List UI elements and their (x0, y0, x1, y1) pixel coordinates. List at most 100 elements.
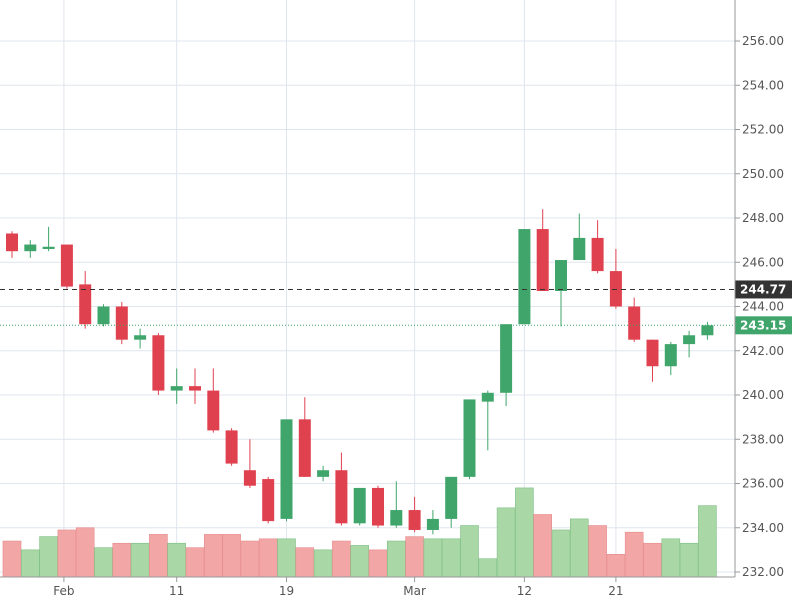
candles (6, 209, 714, 535)
price-tag-label: 244.77 (740, 282, 786, 296)
axes: 232.00 234.00 236.00 238.00 240.00 242.00 244.… (0, 0, 784, 598)
candle-body (335, 470, 348, 524)
y-tick-label: 236.00 (742, 477, 784, 491)
volume-bar (478, 558, 498, 578)
candle-body (298, 419, 311, 477)
candle-body (280, 419, 293, 519)
volume-bar (606, 553, 626, 578)
volume-bar (533, 514, 553, 578)
volume-bar (423, 538, 443, 578)
volume-bar (588, 525, 607, 578)
candle-body (42, 246, 55, 249)
volume-bar (222, 534, 241, 578)
volume-bar (515, 487, 534, 578)
candle-body (426, 518, 439, 530)
volume-bar (94, 547, 113, 578)
price-tag-label: 243.15 (740, 318, 786, 332)
candle-body (555, 260, 567, 292)
volume-bar (295, 547, 315, 578)
y-tick-label: 250.00 (742, 167, 784, 181)
price-tag (735, 280, 792, 299)
candle-body (170, 386, 183, 391)
candle-body (701, 325, 714, 336)
volume-bar (496, 507, 516, 578)
x-tick-label: 12 (517, 584, 532, 598)
x-tick-label: 11 (169, 584, 184, 598)
volume-bar (20, 549, 40, 578)
candle-body (609, 271, 622, 307)
volume-bar (57, 529, 77, 578)
volume-bar (313, 549, 333, 578)
volume-bar (39, 536, 58, 578)
volume-bar (149, 534, 168, 578)
volume-bars (2, 487, 717, 578)
y-tick-label: 240.00 (742, 388, 784, 402)
volume-bar (569, 518, 589, 578)
volume-bar (551, 529, 571, 578)
candle-body (372, 487, 384, 526)
volume-bar (277, 538, 296, 578)
volume-bar (386, 540, 406, 578)
volume-bar (112, 542, 132, 578)
volume-bar (698, 505, 717, 578)
y-tick-label: 252.00 (742, 123, 784, 137)
candle-body (481, 392, 494, 402)
price-tag (735, 316, 792, 335)
candle-body (353, 487, 366, 524)
candle-body (408, 510, 421, 530)
x-tick-label: 21 (608, 584, 623, 598)
volume-bar (130, 542, 150, 578)
candle-body (152, 335, 165, 391)
candle-body (189, 386, 201, 391)
candle-body (591, 237, 604, 272)
candle-body (646, 339, 659, 367)
candle-body (463, 399, 476, 477)
candle-body (60, 244, 73, 287)
volume-bar (368, 549, 388, 578)
volume-bar (460, 525, 479, 578)
candle-body (573, 237, 586, 261)
volume-bar (75, 527, 95, 578)
volume-bar (405, 536, 424, 578)
candle-body (445, 476, 458, 519)
y-tick-label: 248.00 (742, 211, 784, 225)
candle-body (134, 335, 147, 340)
volume-bar (240, 540, 260, 578)
y-tick-label: 246.00 (742, 255, 784, 269)
volume-bar (167, 542, 186, 578)
volume-bar (661, 538, 681, 578)
candle-body (628, 306, 641, 340)
candle-body (664, 344, 677, 367)
y-tick-label: 254.00 (742, 78, 784, 92)
volume-bar (441, 538, 461, 578)
x-tick-label: Mar (403, 584, 426, 598)
volume-bar (350, 545, 370, 578)
volume-bar (204, 534, 223, 578)
candle-body (390, 510, 403, 526)
candle-body (97, 306, 110, 325)
candle-body (518, 229, 531, 325)
y-tick-label: 238.00 (742, 432, 784, 446)
candle-body (6, 233, 18, 252)
y-tick-label: 242.00 (742, 344, 784, 358)
x-tick-label: Feb (53, 584, 74, 598)
reference-lines: 244.77 243.15 (0, 280, 792, 335)
candle-body (207, 390, 220, 431)
volume-bar (643, 542, 662, 578)
volume-bar (2, 540, 22, 578)
candle-body (536, 229, 549, 292)
volume-bar (258, 538, 278, 578)
volume-bar (185, 547, 205, 578)
candle-body (243, 470, 256, 486)
volume-bar (624, 531, 644, 578)
candle-body (683, 335, 696, 345)
candle-body (262, 479, 275, 522)
candle-body (24, 244, 37, 252)
candle-body (500, 324, 513, 393)
candle-body (225, 430, 238, 464)
candle-body (317, 470, 330, 477)
